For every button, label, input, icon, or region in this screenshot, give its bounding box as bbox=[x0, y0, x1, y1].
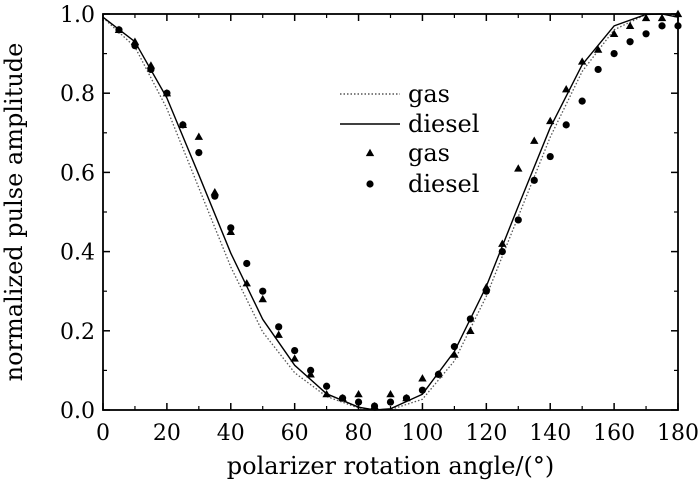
plot-markers bbox=[114, 9, 683, 410]
data-point-gas-triangle bbox=[322, 389, 331, 398]
data-point-diesel-circle bbox=[434, 370, 443, 378]
data-point-diesel-circle bbox=[195, 149, 203, 157]
data-point-diesel-circle bbox=[594, 65, 602, 74]
data-point-diesel-circle bbox=[562, 121, 570, 129]
data-point-diesel-circle bbox=[370, 402, 379, 410]
series-line-gas bbox=[102, 13, 679, 411]
y-tick-label: 1.0 bbox=[60, 3, 95, 28]
data-point-gas-triangle bbox=[593, 45, 603, 53]
series-line-diesel bbox=[102, 13, 679, 411]
data-point-gas-triangle bbox=[274, 330, 283, 338]
data-point-diesel-circle bbox=[418, 386, 427, 394]
data-point-diesel-circle bbox=[163, 89, 171, 97]
plot-frame bbox=[102, 13, 679, 411]
data-point-gas-triangle bbox=[258, 294, 267, 303]
x-tick-label: 40 bbox=[217, 421, 245, 446]
data-point-gas-triangle bbox=[498, 239, 507, 247]
data-point-gas-triangle bbox=[561, 85, 571, 93]
data-point-diesel-circle bbox=[275, 323, 283, 331]
data-point-diesel-circle bbox=[402, 394, 411, 402]
data-point-diesel-circle bbox=[211, 192, 219, 200]
x-tick-label: 120 bbox=[465, 421, 507, 446]
x-tick-label: 160 bbox=[593, 421, 635, 446]
data-point-diesel-circle bbox=[338, 394, 347, 402]
data-point-diesel-circle bbox=[323, 382, 331, 390]
data-point-gas-triangle bbox=[290, 354, 299, 362]
data-point-diesel-circle bbox=[578, 97, 586, 105]
legend-label-gas: gas bbox=[408, 80, 450, 108]
legend-label-diesel: diesel bbox=[408, 110, 479, 138]
x-axis-label: polarizer rotation angle/(°) bbox=[227, 452, 554, 480]
plot-lines bbox=[102, 13, 679, 411]
x-tick-label: 0 bbox=[96, 421, 110, 446]
data-point-gas-triangle bbox=[194, 132, 204, 140]
x-tick-label: 80 bbox=[345, 421, 373, 446]
data-point-gas-triangle bbox=[657, 13, 667, 22]
data-point-diesel-circle bbox=[227, 224, 235, 232]
data-point-diesel-circle bbox=[482, 287, 490, 295]
data-point-diesel-circle bbox=[147, 65, 155, 74]
data-point-diesel-circle bbox=[466, 315, 474, 323]
y-axis-label: normalized pulse amplitude bbox=[0, 43, 28, 382]
data-point-diesel-circle bbox=[131, 42, 139, 50]
y-tick-label: 0.8 bbox=[60, 82, 95, 107]
legend-swatch-diesel bbox=[366, 180, 374, 188]
data-point-gas-triangle bbox=[354, 389, 363, 398]
tick-labels: 0 20 40 60 80 100 120 140 160 180 0.0 0.2 0.4 0.6 0.8 1… bbox=[60, 3, 699, 446]
data-point-diesel-circle bbox=[115, 26, 123, 34]
data-point-gas-triangle bbox=[466, 326, 475, 334]
y-tick-label: 0.2 bbox=[60, 320, 95, 345]
data-point-diesel-circle bbox=[658, 22, 666, 30]
data-point-gas-triangle bbox=[530, 136, 539, 144]
legend-label-gas: gas bbox=[408, 139, 450, 167]
data-point-diesel-circle bbox=[450, 343, 458, 351]
data-point-gas-triangle bbox=[577, 57, 587, 65]
data-point-diesel-circle bbox=[530, 176, 538, 184]
data-point-gas-triangle bbox=[386, 389, 395, 398]
data-point-diesel-circle bbox=[243, 259, 251, 268]
x-tick-label: 100 bbox=[401, 421, 443, 446]
data-point-gas-triangle bbox=[609, 29, 619, 37]
data-point-gas-triangle bbox=[450, 350, 459, 358]
data-point-gas-triangle bbox=[625, 21, 635, 30]
x-tick-label: 140 bbox=[529, 421, 571, 446]
y-tick-label: 0.0 bbox=[60, 399, 95, 424]
data-point-diesel-circle bbox=[259, 287, 267, 295]
legend-label-diesel: diesel bbox=[408, 170, 479, 198]
data-point-diesel-circle bbox=[642, 30, 650, 38]
data-point-diesel-circle bbox=[610, 50, 618, 58]
data-point-gas-triangle bbox=[514, 164, 523, 172]
data-point-diesel-circle bbox=[626, 38, 634, 46]
data-point-diesel-circle bbox=[291, 347, 299, 355]
data-point-gas-triangle bbox=[546, 116, 555, 125]
data-point-diesel-circle bbox=[354, 398, 363, 406]
data-point-diesel-circle bbox=[386, 398, 395, 406]
data-point-diesel-circle bbox=[546, 152, 554, 161]
data-point-diesel-circle bbox=[179, 121, 187, 129]
data-point-gas-triangle bbox=[418, 374, 427, 382]
data-point-diesel-circle bbox=[514, 216, 522, 224]
y-tick-label: 0.6 bbox=[60, 161, 95, 186]
data-point-diesel-circle bbox=[498, 248, 506, 256]
y-tick-label: 0.4 bbox=[60, 241, 95, 266]
x-tick-label: 20 bbox=[153, 421, 181, 446]
axis-ticks bbox=[102, 13, 679, 411]
data-point-diesel-circle bbox=[307, 366, 315, 374]
x-tick-label: 180 bbox=[657, 421, 699, 446]
legend-swatch-gas bbox=[365, 148, 375, 157]
data-point-gas-triangle bbox=[242, 279, 251, 287]
x-tick-label: 60 bbox=[281, 421, 309, 446]
